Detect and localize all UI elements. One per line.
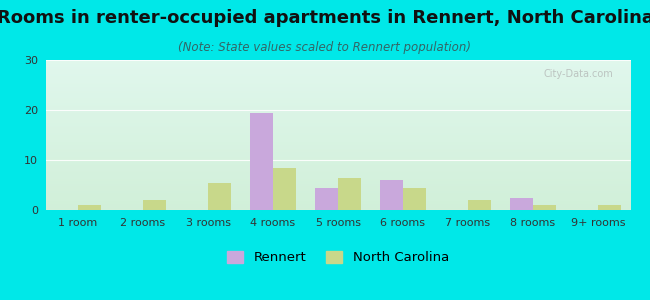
Text: City-Data.com: City-Data.com [543,69,613,79]
Legend: Rennert, North Carolina: Rennert, North Carolina [222,245,454,269]
Bar [208,182,231,210]
Bar [315,188,338,210]
Text: Rooms in renter-occupied apartments in Rennert, North Carolina: Rooms in renter-occupied apartments in R… [0,9,650,27]
Bar [380,180,403,210]
Bar [510,197,533,210]
Bar [273,167,296,210]
Bar [250,112,273,210]
Text: (Note: State values scaled to Rennert population): (Note: State values scaled to Rennert po… [179,40,471,53]
Bar [143,200,166,210]
Bar [598,205,621,210]
Bar [403,188,426,210]
Bar [338,178,361,210]
Bar [78,205,101,210]
Bar [468,200,491,210]
Bar [533,205,556,210]
